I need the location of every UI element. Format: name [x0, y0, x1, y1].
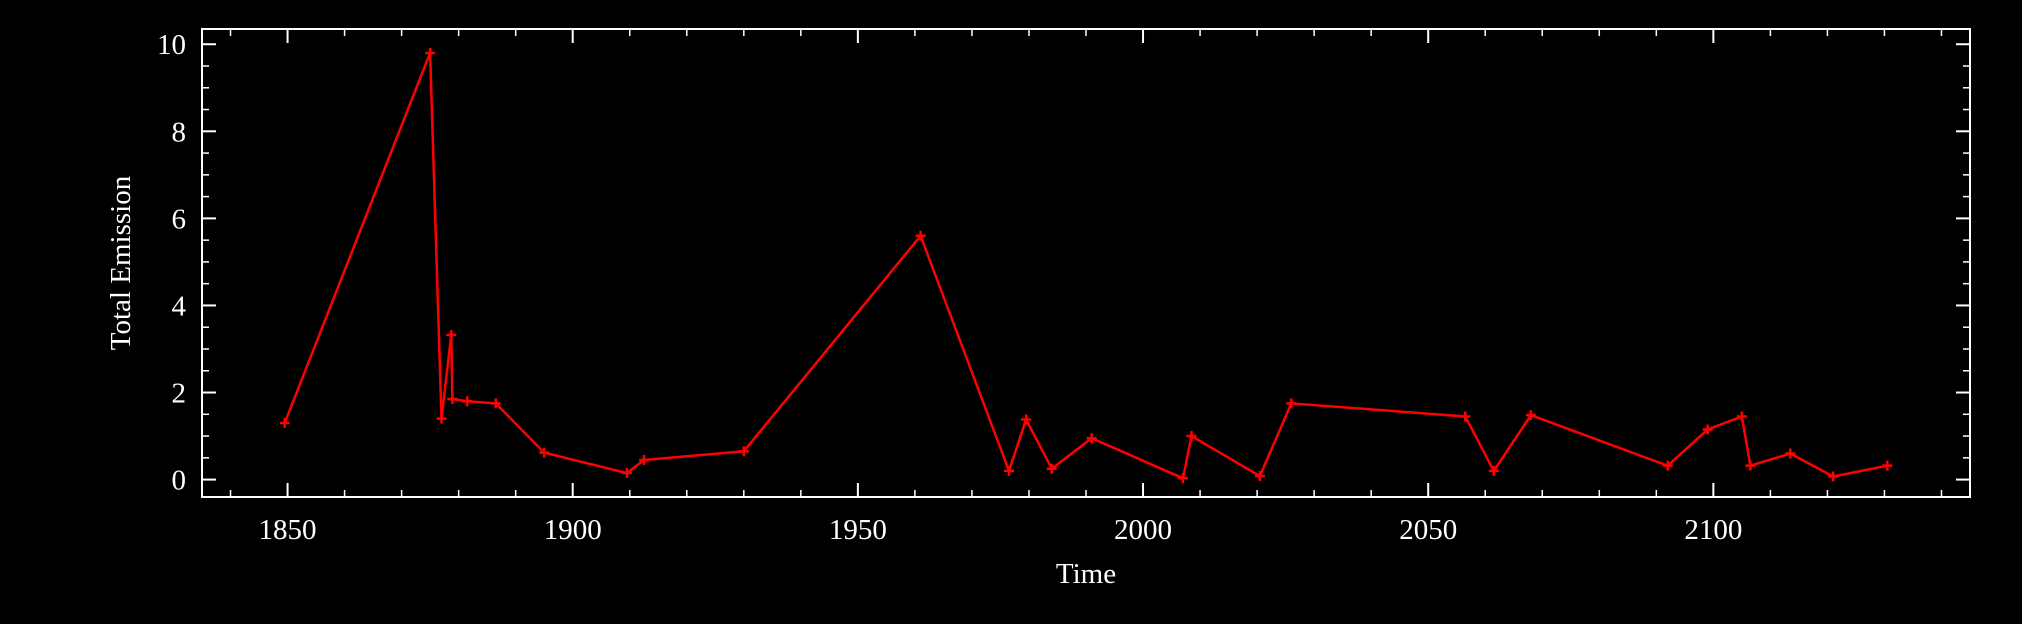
- data-point-marker: [1488, 465, 1499, 476]
- y-tick-label: 8: [172, 116, 187, 148]
- data-point-marker: [446, 330, 457, 341]
- x-tick-label: 2100: [1684, 514, 1742, 546]
- x-axis-label: Time: [1056, 558, 1116, 590]
- data-point-marker: [436, 413, 447, 424]
- data-point-marker: [1086, 433, 1097, 444]
- data-point-marker: [1525, 410, 1536, 421]
- data-point-marker: [639, 454, 649, 465]
- y-tick-label: 4: [172, 290, 187, 322]
- data-point-marker: [462, 396, 473, 407]
- data-point-marker: [1662, 460, 1673, 471]
- data-point-marker: [915, 230, 926, 241]
- data-point-marker: [1177, 473, 1188, 484]
- major-ticks: [202, 29, 1970, 497]
- data-point-marker: [425, 47, 436, 58]
- plot-frame: [201, 28, 1971, 498]
- y-tick-label: 6: [172, 203, 187, 235]
- data-point-marker: [1745, 460, 1756, 471]
- data-point-marker: [1736, 411, 1747, 422]
- data-markers: [279, 47, 1893, 484]
- x-tick-labels: 1850 1900 1950 2000 2050 2100: [259, 514, 1743, 546]
- data-point-marker: [738, 446, 749, 457]
- data-point-marker: [447, 394, 458, 405]
- x-tick-label: 1900: [544, 514, 602, 546]
- data-point-marker: [1254, 471, 1265, 482]
- data-point-marker: [1882, 460, 1893, 471]
- data-point-marker: [621, 468, 632, 479]
- data-point-marker: [1828, 471, 1839, 482]
- x-tick-label: 2000: [1114, 514, 1172, 546]
- y-axis-label: Total Emission: [105, 175, 137, 350]
- x-tick-label: 1850: [259, 514, 317, 546]
- data-point-marker: [1785, 448, 1796, 459]
- data-point-marker: [1460, 411, 1471, 422]
- y-tick-label: 2: [172, 378, 187, 410]
- data-point-marker: [279, 417, 290, 428]
- data-point-marker: [1186, 431, 1197, 442]
- y-tick-label: 10: [157, 29, 186, 61]
- y-tick-labels: 0 2 4 6 8 10: [157, 29, 187, 496]
- y-tick-label: 0: [172, 465, 187, 497]
- minor-ticks: [202, 29, 1970, 497]
- data-point-marker: [1702, 424, 1713, 435]
- data-point-marker: [1021, 414, 1032, 425]
- data-point-marker: [539, 447, 550, 458]
- data-point-marker: [1004, 465, 1015, 476]
- data-point-marker: [1286, 398, 1297, 409]
- data-point-marker: [490, 398, 501, 409]
- x-tick-label: 1950: [829, 514, 887, 546]
- x-tick-label: 2050: [1399, 514, 1457, 546]
- data-point-marker: [1046, 463, 1057, 474]
